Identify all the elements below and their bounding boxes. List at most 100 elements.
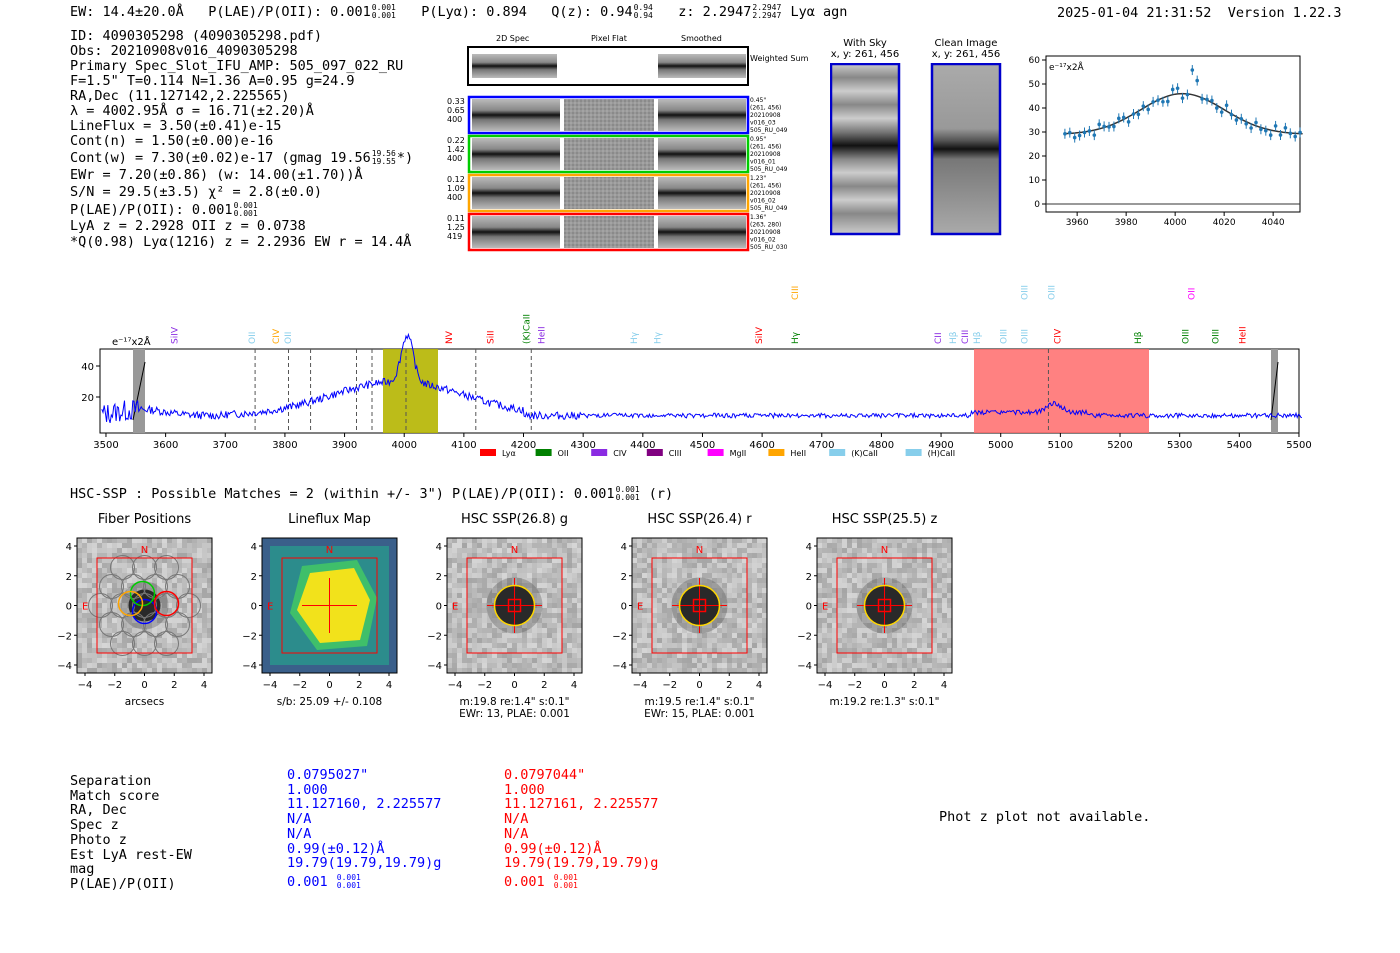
header-ew: EW: 14.4±20.0Å [70, 4, 184, 20]
fit-data-point [1131, 112, 1136, 116]
cutout-row-right-label: 505_RU_030 [750, 244, 788, 251]
spectral-line-label: SiII [487, 330, 497, 344]
aperture-box [281, 557, 378, 654]
legend-item: (H)CaII [905, 449, 955, 458]
fit-data-point [1156, 98, 1160, 103]
fit-data-point [1082, 130, 1087, 135]
info-z: LyA z = 2.2928 OII z = 0.0738 [70, 218, 306, 234]
axis-tick-label: 4 [621, 542, 627, 553]
spectral-line-label: Hγ [791, 331, 801, 344]
spectrum-xtick-label: 4800 [869, 440, 894, 451]
fit-data-point [1254, 120, 1258, 125]
match-row-label: mag [70, 861, 95, 878]
svg-text:CIV: CIV [613, 449, 627, 458]
image-panel-caption: m:19.5 re:1.4" s:0.1" EWr: 15, PLAE: 0.00… [644, 696, 755, 720]
fit-xtick-label: 4000 [1164, 218, 1187, 228]
fit-ytick-label: 40 [1029, 104, 1041, 114]
spectrum-xtick-label: 5400 [1227, 440, 1252, 451]
cutout-row-left-label: 0.12 [447, 175, 465, 184]
match-value: N/A [287, 825, 312, 842]
axis-tick-label: 0 [66, 602, 72, 613]
fit-data-point [1117, 116, 1121, 121]
header-smoothed: Smoothed [681, 34, 722, 43]
header-plae-range: 0.001 0.001 [371, 3, 396, 20]
fit-data-point [1121, 115, 1126, 120]
match-value: 19.79(19.79,19.79)g [287, 855, 442, 872]
image-panel-caption: m:19.8 re:1.4" s:0.1" EWr: 13, PLAE: 0.00… [459, 696, 570, 720]
axis-tick-label: −4 [242, 661, 257, 672]
legend-item: CIII [646, 449, 681, 458]
cutout-row-left-label: 0.22 [447, 136, 465, 145]
fit-ytick-label: 0 [1034, 200, 1040, 210]
fit-ytick-label: 30 [1029, 128, 1041, 138]
header-summary: EW: 14.4±20.0Å P(LAE)/P(OII): 0.001 0.001… [70, 4, 847, 20]
svg-text:MgII: MgII [730, 449, 747, 458]
fit-ytick-label: 60 [1029, 56, 1041, 66]
fit-data-point [1166, 99, 1170, 104]
fit-ytick-label: 50 [1029, 80, 1041, 90]
legend-item: CIV [591, 449, 627, 458]
header-pixel-flat: Pixel Flat [591, 34, 627, 43]
cutout-row-left-label: 419 [447, 232, 462, 241]
match-value: 11.127161, 2.225577 [504, 796, 659, 813]
spectral-line-label: OIII [1182, 329, 1192, 344]
fit-data-point [1170, 87, 1175, 92]
fit-data-point [1161, 99, 1165, 104]
fit-ytick-label: 10 [1029, 176, 1041, 186]
match-red-column: 0.0797044" 1.000 11.127161, 2.225577 N/A N/A… [504, 768, 658, 890]
header-2d-spec: 2D Spec [496, 34, 530, 43]
header-plae: P(LAE)/P(OII): 0.001 [208, 4, 371, 20]
spectrum-xtick-label: 4400 [630, 440, 655, 451]
cutout-row-right-label: 20210908 [750, 112, 781, 119]
cutout-row-right-label: (261, 456) [750, 183, 781, 190]
match-value: 0.001 0.001 0.001 [287, 872, 361, 890]
spectrum-xtick-label: 5500 [1286, 440, 1311, 451]
fit-data-point [1234, 118, 1239, 122]
fit-data-point [1063, 131, 1067, 136]
aperture-box [836, 557, 933, 654]
spectral-line-label: OIII [1021, 329, 1031, 344]
axis-tick-label: 0 [621, 602, 627, 613]
svg-text:HeII: HeII [790, 449, 806, 458]
spectral-line-label: Hγ [654, 331, 664, 344]
spectral-line-label: CIV [1053, 328, 1063, 344]
spectral-line-label: Hγ [630, 331, 640, 344]
cutout-row-right-label: v016_02 [750, 237, 776, 244]
spectral-line-label: CIV [272, 328, 282, 344]
axis-tick-label: 0 [436, 602, 442, 613]
spectral-line-label: OIII [1021, 285, 1031, 300]
spectrum-xtick-label: 4300 [570, 440, 595, 451]
cutout-row-right-label: v016_01 [750, 159, 776, 166]
fit-data-point [1180, 96, 1185, 100]
weighted-sum-row [467, 46, 749, 86]
axis-tick-label: 0 [141, 680, 147, 691]
cutout-row-right-label: 0.45" [750, 97, 766, 104]
fit-data-point [1259, 127, 1263, 132]
axis-tick-label: 2 [726, 680, 732, 691]
legend-item: OII [535, 449, 569, 458]
spectral-line-label: SiIV [171, 326, 181, 344]
aperture-box [96, 557, 193, 654]
image-panel: HSC SSP(25.5) z N E 4 2 0 −2 −4 −4 −2 0 2 4 m:19.2 re… [787, 512, 972, 722]
spectrum-xtick-label: 3800 [272, 440, 297, 451]
info-fiber: F=1.5" T=0.114 N=1.36 A=0.95 g=24.9 [70, 73, 355, 89]
header-qz: Q(z): 0.94 [551, 4, 633, 20]
cutout-row-left-label: 1.09 [447, 184, 465, 193]
axis-tick-label: 4 [941, 680, 947, 691]
spectrum-xtick-label: 4700 [809, 440, 834, 451]
fit-data-point [1190, 68, 1195, 72]
axis-tick-label: 2 [251, 572, 257, 583]
match-blue-column: 0.0795027" 1.000 11.127160, 2.225577 N/A N/A… [287, 768, 441, 890]
axis-tick-label: −2 [612, 631, 627, 642]
spectral-line-label: CIII [961, 330, 971, 344]
fit-data-point [1068, 130, 1072, 135]
fit-data-point [1268, 133, 1273, 137]
fit-data-point [1249, 126, 1253, 130]
axis-tick-label: −2 [477, 680, 492, 691]
axis-tick-label: 4 [201, 680, 207, 691]
legend-item: (K)CaII [829, 449, 878, 458]
spectrum-xtick-label: 4100 [451, 440, 476, 451]
full-spectrum: SiIV OII CIV OII NV SiII (K)CaII HeII Hγ Hγ SiIVCI… [81, 285, 1311, 458]
